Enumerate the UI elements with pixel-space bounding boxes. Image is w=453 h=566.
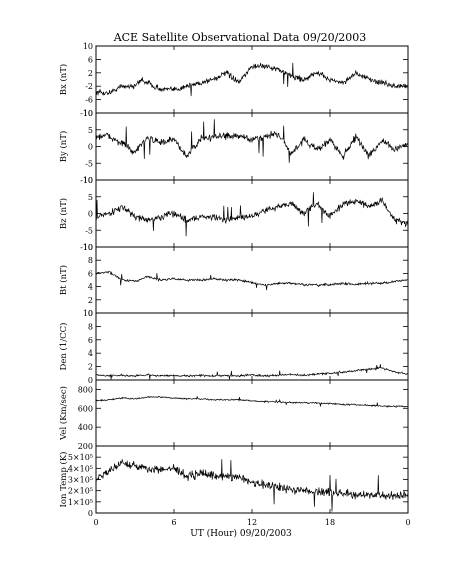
panel-2: 10 5 0 -5 -10 By (nT) bbox=[58, 109, 409, 185]
y-tick-label: 6 bbox=[88, 336, 93, 345]
panel-3: 10 5 0 -5 -10 Bz (nT) bbox=[58, 176, 409, 252]
panel-4: 10 8 6 4 2 0 Bt (nT) bbox=[58, 243, 409, 318]
panel-7: 5×10⁵ 4×10⁵ 3×10⁵ 2×10⁵ 1×10⁵ 0 Ion Temp (K) bbox=[58, 445, 409, 518]
y-axis-label: Vel (Km/sec) bbox=[58, 386, 69, 441]
x-tick-label: 0 bbox=[93, 518, 98, 527]
y-tick-label: 2 bbox=[88, 296, 93, 305]
y-tick-label: 4×10⁵ bbox=[68, 464, 93, 473]
y-tick-label: 0 bbox=[88, 376, 93, 385]
panel-1: 10 6 2 -2 -6 -10 Bx (nT) bbox=[58, 42, 409, 118]
y-tick-label: 5 bbox=[88, 126, 93, 135]
y-tick-label: -2 bbox=[85, 82, 93, 91]
x-axis-label: UT (Hour) 09/20/2003 bbox=[190, 528, 292, 539]
panel-frame bbox=[95, 379, 409, 447]
panel-6: 800 600 400 200 Vel (Km/sec) bbox=[58, 379, 409, 451]
panel-5: 10 8 6 4 2 0 Den (1/CC) bbox=[58, 309, 409, 385]
y-tick-label: 400 bbox=[78, 423, 93, 432]
panel-frame bbox=[95, 112, 409, 181]
y-tick-label: -10 bbox=[80, 243, 93, 252]
y-axis-label: Bz (nT) bbox=[58, 198, 69, 229]
y-tick-label: -5 bbox=[85, 159, 93, 168]
y-axis-label: Den (1/CC) bbox=[58, 323, 69, 371]
y-tick-label: 2 bbox=[88, 69, 93, 78]
y-tick-label: 6 bbox=[88, 55, 93, 64]
y-tick-label: 0 bbox=[88, 309, 93, 318]
series-line bbox=[95, 192, 409, 237]
y-tick-label: 5 bbox=[88, 193, 93, 202]
chart-title: ACE Satellite Observational Data 09/20/2… bbox=[113, 31, 367, 44]
y-tick-label: 6 bbox=[88, 269, 93, 278]
y-tick-label: 200 bbox=[78, 442, 93, 451]
y-tick-label: 8 bbox=[88, 256, 93, 265]
y-tick-label: 0 bbox=[88, 509, 93, 518]
y-axis-label: Bt (nT) bbox=[58, 265, 69, 295]
y-axis-label: Bx (nT) bbox=[58, 64, 69, 96]
y-tick-label: 600 bbox=[78, 404, 93, 413]
y-tick-label: 800 bbox=[78, 385, 93, 394]
y-axis-label: By (nT) bbox=[58, 131, 69, 163]
series-line bbox=[95, 119, 409, 163]
panel-frame bbox=[95, 179, 409, 248]
y-tick-label: 2 bbox=[88, 363, 93, 372]
y-tick-label: 10 bbox=[83, 42, 93, 51]
y-axis-label: Ion Temp (K) bbox=[58, 452, 69, 508]
y-tick-label: 8 bbox=[88, 322, 93, 331]
y-tick-label: -6 bbox=[85, 96, 93, 105]
y-tick-label: 4 bbox=[88, 283, 93, 292]
y-tick-label: 3×10⁵ bbox=[68, 476, 93, 485]
y-tick-label: 10 bbox=[83, 109, 93, 118]
series-line bbox=[95, 364, 409, 380]
series-line bbox=[95, 270, 409, 291]
y-tick-label: 4 bbox=[88, 349, 93, 358]
series-line bbox=[95, 458, 409, 512]
y-tick-label: 10 bbox=[83, 309, 93, 318]
x-axis: 0 6 12 18 0 bbox=[93, 518, 410, 527]
y-tick-label: 10 bbox=[83, 176, 93, 185]
panels-group: 10 6 2 -2 -6 -10 Bx (nT) 10 5 0 -5 -10 By (nT) 10 5 0 -5… bbox=[58, 42, 409, 518]
x-tick-label: 6 bbox=[171, 518, 176, 527]
y-tick-label: 0 bbox=[88, 143, 93, 152]
series-line bbox=[95, 395, 409, 409]
series-line bbox=[95, 62, 409, 97]
x-tick-label: 18 bbox=[325, 518, 335, 527]
y-tick-label: 10 bbox=[83, 243, 93, 252]
y-tick-label: 5×10⁵ bbox=[68, 453, 93, 462]
panel-frame bbox=[95, 246, 409, 314]
x-tick-label: 12 bbox=[247, 518, 257, 527]
y-tick-label: -10 bbox=[80, 176, 93, 185]
y-tick-label: 2×10⁵ bbox=[68, 487, 93, 496]
y-tick-label: -5 bbox=[85, 226, 93, 235]
y-tick-label: -10 bbox=[80, 109, 93, 118]
y-tick-label: 0 bbox=[88, 210, 93, 219]
y-tick-label: 1×10⁵ bbox=[68, 498, 93, 507]
x-tick-label: 0 bbox=[405, 518, 410, 527]
panel-frame bbox=[95, 445, 409, 514]
